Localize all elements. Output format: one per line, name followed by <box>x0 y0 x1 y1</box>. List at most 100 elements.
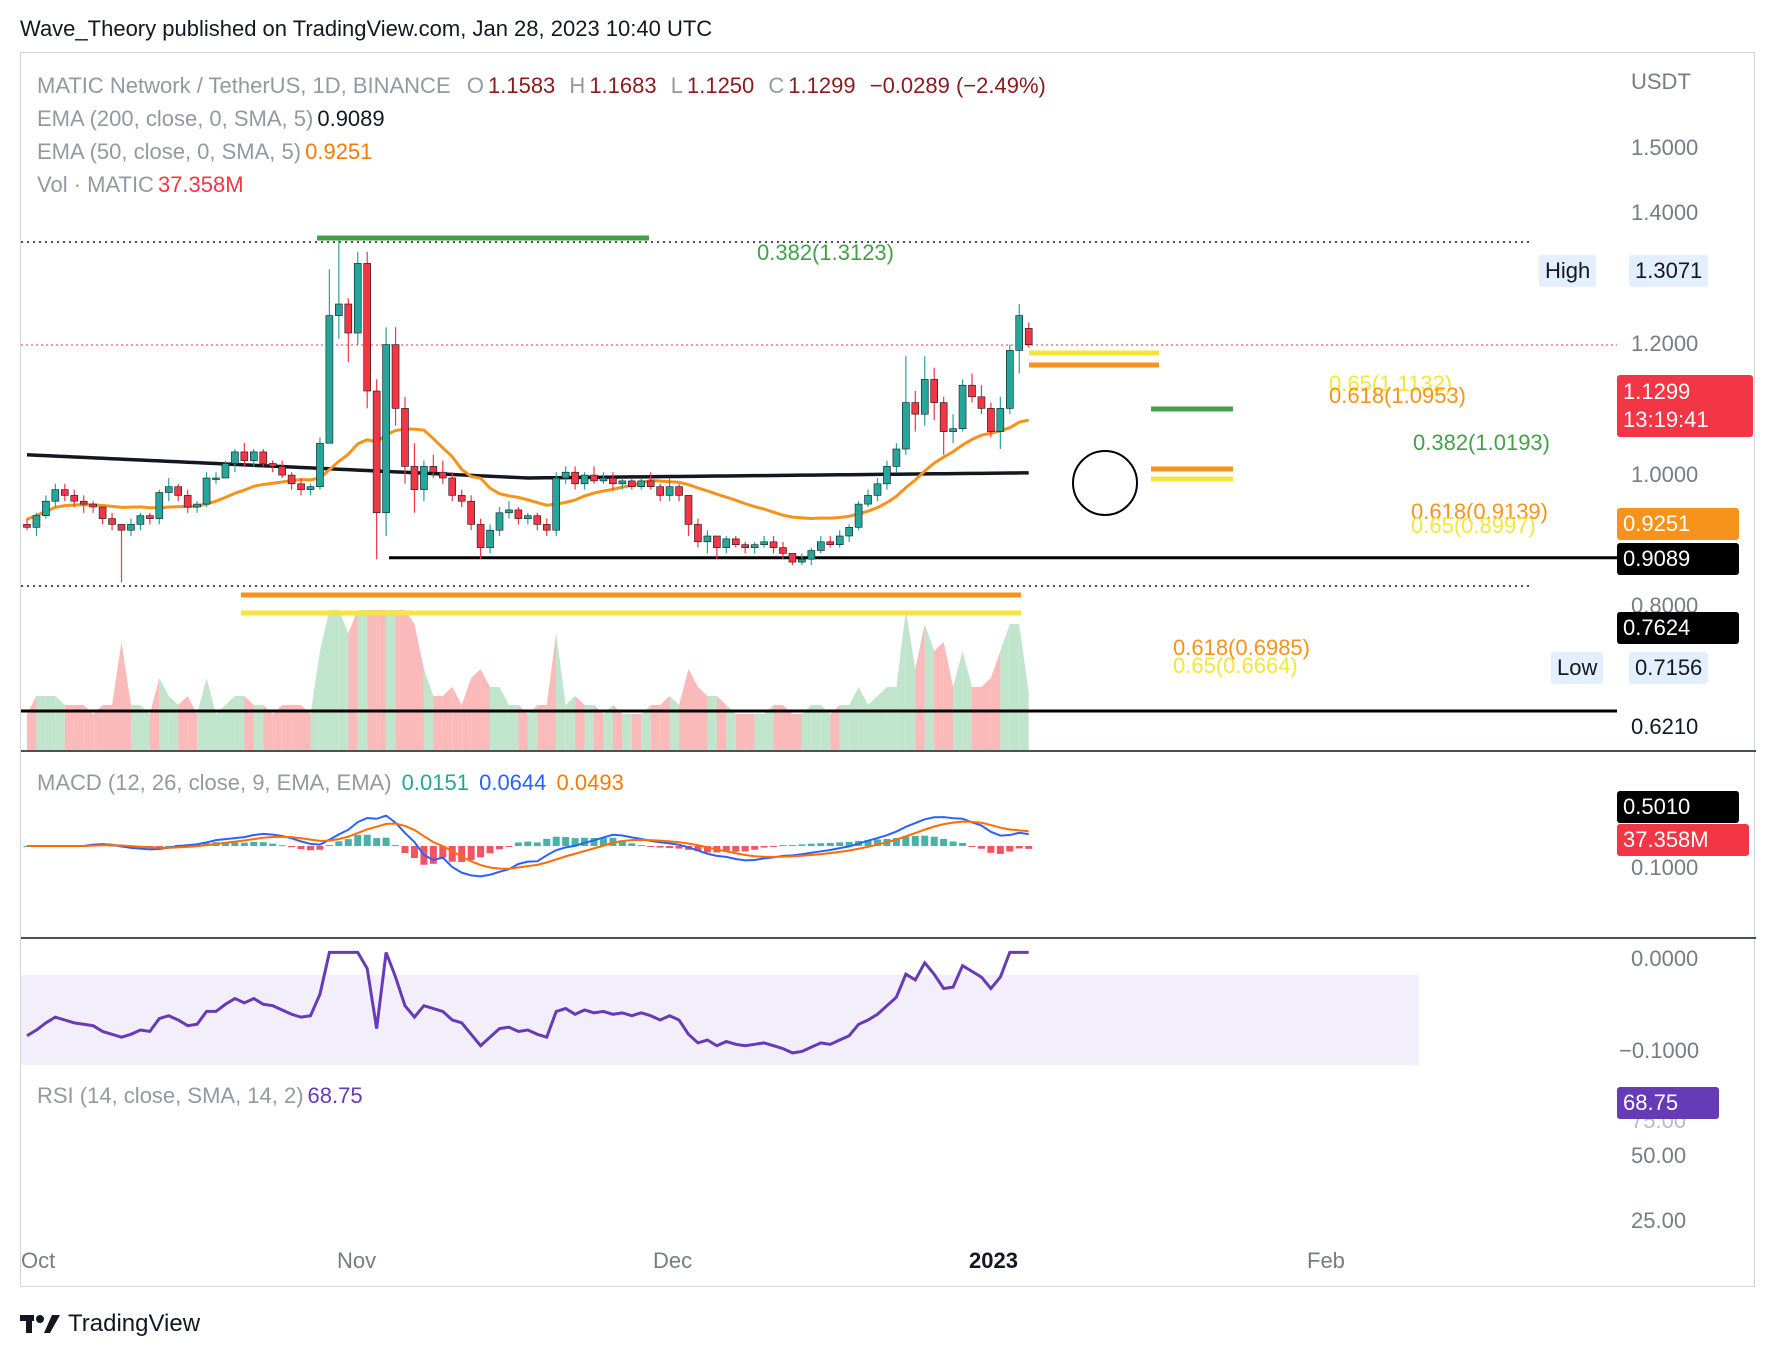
candle-body <box>164 486 173 493</box>
macd-histogram-bar <box>703 846 711 853</box>
macd-histogram-bar <box>307 846 314 851</box>
candle-body <box>571 471 579 485</box>
volume-area-segment <box>405 610 415 750</box>
volume-area-segment <box>319 610 330 750</box>
candle-body <box>70 495 79 502</box>
candle-body <box>646 480 655 487</box>
candle-body <box>382 344 390 514</box>
volume-area-segment <box>74 705 84 750</box>
candle-body <box>146 515 154 519</box>
macd-histogram-bar <box>741 846 749 852</box>
volume-area-segment <box>716 696 727 750</box>
volume-area-segment <box>102 705 113 750</box>
candle-body <box>694 524 702 543</box>
candle-body <box>892 448 901 467</box>
volume-area-segment <box>924 624 935 750</box>
candle-body <box>467 500 475 525</box>
volume-area-segment <box>499 687 509 750</box>
price-tick: 0.6210 <box>1631 714 1699 739</box>
volume-area-segment <box>253 705 264 750</box>
volume-area-segment <box>603 705 613 750</box>
macd-histogram-bar <box>987 846 995 853</box>
macd-histogram-bar <box>977 846 985 849</box>
macd-histogram-bar <box>108 845 116 847</box>
volume-area-segment <box>868 696 878 750</box>
chart-canvas[interactable] <box>21 53 1756 1288</box>
candle-body <box>268 463 277 467</box>
macd-histogram-bar <box>1025 846 1033 849</box>
low-label: Low <box>1551 652 1604 684</box>
macd-histogram-bar <box>278 845 286 847</box>
ema50-line <box>26 418 1030 521</box>
candle-body <box>306 486 315 490</box>
macd-histogram-bar <box>401 846 409 854</box>
macd-histogram-bar <box>221 842 229 846</box>
macd-histogram-bar <box>240 842 248 846</box>
candle-body <box>240 451 249 461</box>
volume-area-segment <box>754 714 765 750</box>
volume-area-segment <box>244 696 254 750</box>
candle-body <box>495 512 504 531</box>
volume-area-segment <box>839 705 850 750</box>
candle-body <box>920 379 929 415</box>
candle-body <box>79 500 88 505</box>
candle-body <box>278 466 286 476</box>
macd-histogram-bar <box>543 838 551 846</box>
candle-body <box>826 541 835 545</box>
volume-area-segment <box>934 642 944 750</box>
macd-histogram-bar <box>335 841 343 846</box>
candle-body <box>32 515 41 528</box>
volume-area-segment <box>697 687 708 750</box>
macd-histogram-bar <box>552 836 560 846</box>
price-tick: 1.0000 <box>1631 462 1699 487</box>
volume-area-segment <box>556 633 566 750</box>
candle-body <box>344 303 353 334</box>
volume-area-segment <box>45 696 56 750</box>
candle-body <box>335 303 343 316</box>
volume-area-segment <box>386 610 396 750</box>
macd-histogram-bar <box>533 842 541 846</box>
macd-histogram-bar <box>826 842 834 846</box>
candle-body <box>212 477 220 480</box>
candle-body <box>779 547 787 554</box>
fib-label: 0.618(0.9139) <box>1411 499 1548 524</box>
macd-histogram-bar <box>429 846 437 864</box>
volume-area-segment <box>905 610 916 750</box>
volume-area-segment <box>216 705 226 750</box>
candle-body <box>977 396 986 409</box>
price-tick: 1.5000 <box>1631 135 1699 160</box>
volume-area-segment <box>452 687 462 750</box>
candle-body <box>51 489 60 502</box>
candle-body <box>911 402 920 415</box>
candle-body <box>250 451 258 461</box>
candle-body <box>845 526 853 537</box>
macd-histogram-bar <box>788 845 796 847</box>
candle-body <box>939 402 948 432</box>
candle-body <box>98 506 107 519</box>
candle-body <box>599 477 608 482</box>
candle-body <box>231 451 239 464</box>
macd-histogram-bar <box>269 843 277 846</box>
macd-histogram-bar <box>618 840 626 846</box>
volume-price-label: 37.358M <box>1617 824 1749 856</box>
macd-histogram-bar <box>770 846 778 847</box>
volume-area-segment <box>594 705 604 750</box>
volume-area-segment <box>83 705 94 750</box>
volume-area-segment <box>811 705 821 750</box>
candle-body <box>391 344 400 409</box>
macd-histogram-bar <box>760 846 768 848</box>
candle-body <box>476 524 485 548</box>
fib-label: 0.618(0.6985) <box>1173 635 1310 660</box>
candle-body <box>731 538 740 545</box>
macd-histogram-bar <box>959 843 967 846</box>
macd-histogram-bar <box>354 835 362 846</box>
candle-body <box>807 550 816 560</box>
volume-legend: Vol · MATIC 37.358M <box>37 172 244 197</box>
macd-legend: MACD (12, 26, close, 9, EMA, EMA) 0.0151… <box>37 770 624 795</box>
volume-area-segment <box>329 610 339 750</box>
candle-body <box>552 477 561 531</box>
macd-histogram-bar <box>297 846 305 850</box>
volume-area-segment <box>660 696 670 750</box>
